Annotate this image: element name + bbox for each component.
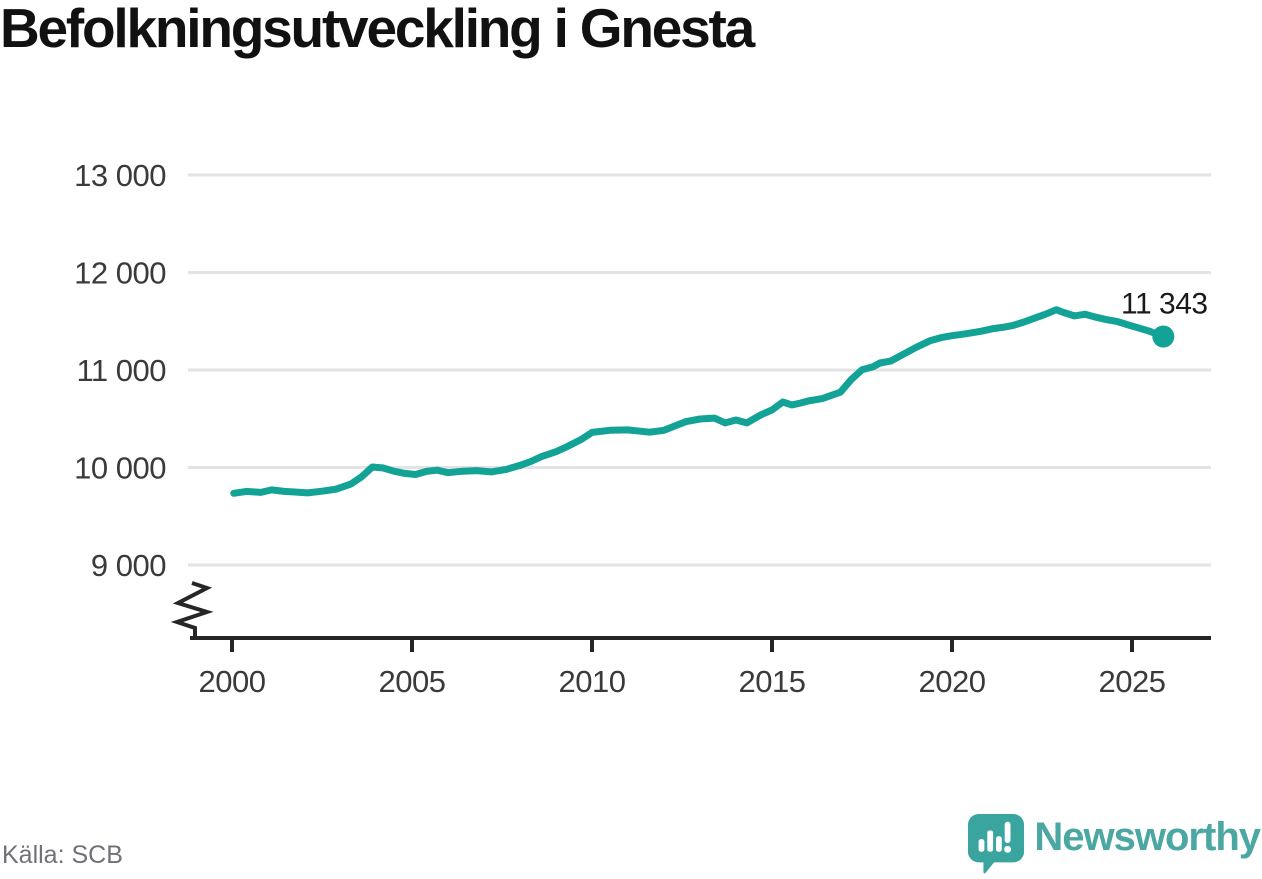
latest-value-label: 11 343	[1121, 288, 1208, 321]
page-title: Befolkningsutveckling i Gnesta	[0, 0, 755, 59]
population-line	[230, 306, 1167, 497]
x-axis-tick-label: 2005	[379, 664, 446, 699]
newsworthy-logo-text: Newsworthy	[1034, 814, 1261, 859]
x-axis-tick-label: 2010	[559, 664, 626, 699]
y-axis-tick-label: 10 000	[74, 451, 166, 486]
y-axis-tick-label: 12 000	[74, 256, 166, 291]
x-axis-tick-label: 2015	[739, 664, 806, 699]
x-axis-tick-label: 2025	[1099, 664, 1166, 699]
y-axis-tick-label: 13 000	[74, 158, 166, 193]
bar-chart-speech-bubble-icon	[968, 814, 1025, 874]
newsworthy-logo: Newsworthy	[967, 812, 1261, 876]
x-axis-tick-label: 2000	[199, 664, 266, 699]
axis-break-icon	[170, 581, 214, 637]
y-axis-tick-label: 9 000	[91, 548, 166, 583]
population-line-chart: 13 000 12 000 11 000 10 000 9 000 2000 2005 201…	[74, 158, 1211, 699]
y-axis-tick-label: 11 000	[76, 353, 166, 388]
latest-point-marker	[1152, 325, 1175, 348]
source-caption: Källa: SCB	[2, 841, 123, 869]
x-axis-tick-label: 2020	[919, 664, 986, 699]
